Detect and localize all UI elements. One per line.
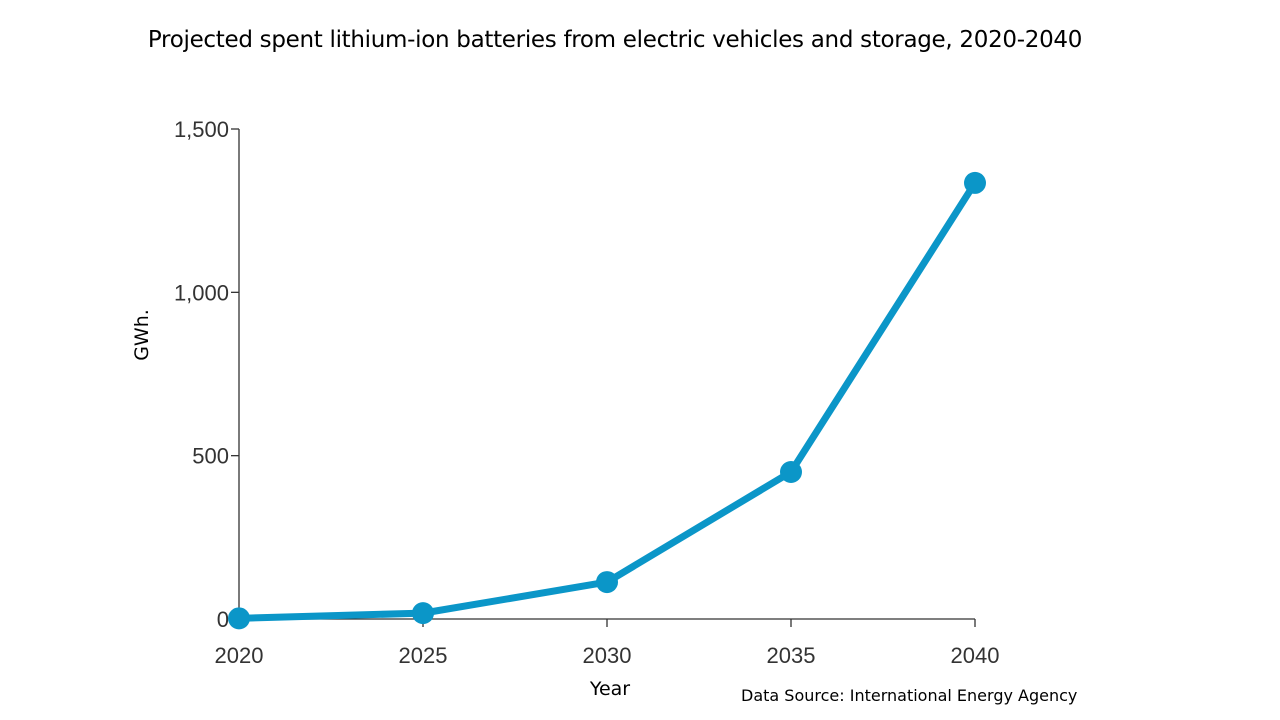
x-tick-label: 2040 [951, 643, 1000, 668]
series-layer [228, 171, 986, 630]
x-tick-label: 2030 [583, 643, 632, 668]
y-tick-label: 1,000 [174, 280, 229, 305]
data-point [964, 171, 986, 194]
y-tick-label: 1,500 [174, 117, 229, 142]
series-line [238, 181, 978, 622]
y-axis-title: GWh. [131, 309, 153, 361]
x-axis-title: Year [589, 678, 630, 700]
chart-axes [238, 129, 975, 620]
data-point [780, 461, 802, 483]
data-point [228, 607, 250, 630]
x-axis-ticks: 2020 2025 2030 2035 2040 [215, 619, 1000, 668]
data-point [412, 602, 434, 625]
y-tick-label: 500 [192, 444, 229, 469]
data-point [596, 571, 618, 594]
x-tick-label: 2020 [215, 643, 264, 668]
chart-title: Projected spent lithium-ion batteries fr… [147, 27, 1083, 53]
y-axis-ticks: 0 500 1,000 1,500 [174, 117, 239, 632]
x-tick-label: 2025 [399, 643, 448, 668]
x-tick-label: 2035 [767, 643, 816, 668]
data-source-note: Data Source: International Energy Agency [741, 686, 1078, 705]
y-tick-label: 0 [217, 607, 229, 632]
